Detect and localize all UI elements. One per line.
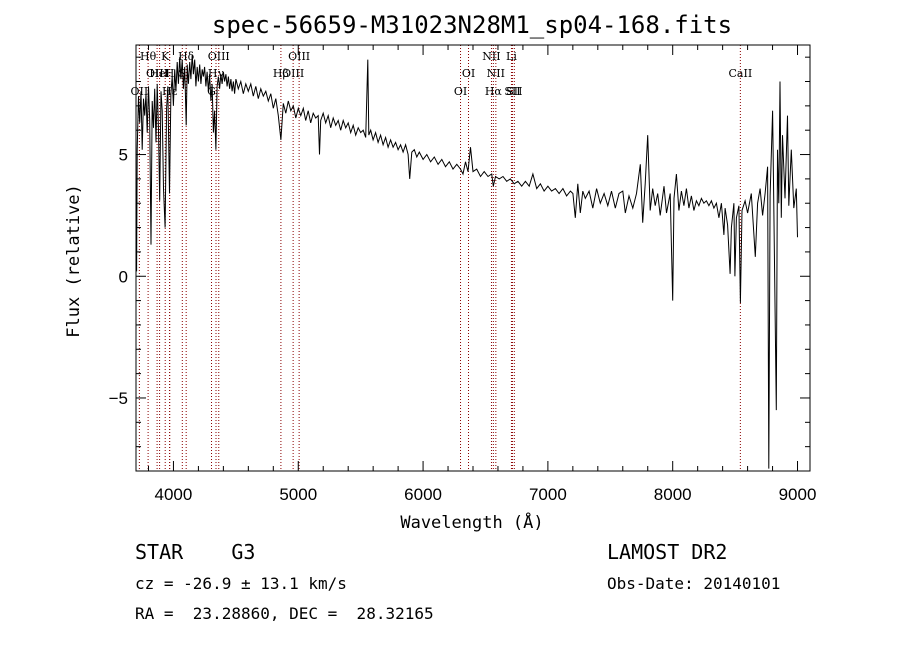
line-label: SII (504, 85, 520, 98)
line-label: OIII (288, 50, 310, 63)
line-label: Li (506, 50, 517, 63)
x-axis-label: Wavelength (Å) (400, 511, 543, 533)
y-axis-label: Flux (relative) (64, 184, 84, 338)
classification-label: STAR G3 (135, 540, 256, 564)
x-tick-label: 9000 (779, 485, 817, 504)
y-tick-label: 5 (119, 146, 128, 165)
x-tick-label: 4000 (155, 485, 193, 504)
line-label: OI (462, 67, 475, 80)
x-tick-label: 5000 (279, 485, 317, 504)
line-label: K (161, 50, 170, 63)
line-label: CaII (729, 67, 753, 80)
x-tick-label: 6000 (404, 485, 442, 504)
line-label: HeI (149, 67, 169, 80)
line-label: OIII (208, 50, 230, 63)
line-label: OI (454, 85, 467, 98)
line-label: NII (482, 50, 500, 63)
line-label: Hβ (273, 67, 289, 80)
axis-ticks: 4000 5000 6000 7000 8000 9000 −5 0 5 (109, 45, 817, 504)
line-label: Hα (485, 85, 503, 98)
line-label: SII (506, 85, 522, 98)
chart-title: spec-56659-M31023N28M1_sp04-168.fits (212, 11, 732, 39)
line-label: NII (487, 67, 505, 80)
line-label: OIII (282, 67, 304, 80)
x-tick-label: 7000 (529, 485, 567, 504)
observation-date: Obs-Date: 20140101 (607, 574, 781, 593)
line-label: OIII (146, 67, 168, 80)
x-tick-label: 8000 (654, 485, 692, 504)
y-tick-label: 0 (119, 267, 128, 286)
survey-label: LAMOST DR2 (607, 540, 728, 564)
line-label: Hγ (208, 67, 225, 80)
coordinates: RA = 23.28860, DEC = 28.32165 (135, 604, 434, 623)
plot-frame (135, 44, 811, 472)
redshift-velocity: cz = -26.9 ± 13.1 km/s (135, 574, 347, 593)
line-label: H (165, 67, 175, 80)
y-tick-label: −5 (109, 389, 128, 408)
spectrum-line (135, 54, 798, 469)
line-label: Hθ (140, 50, 157, 63)
emission-line-markers (138, 45, 741, 471)
line-label: OII (131, 85, 149, 98)
